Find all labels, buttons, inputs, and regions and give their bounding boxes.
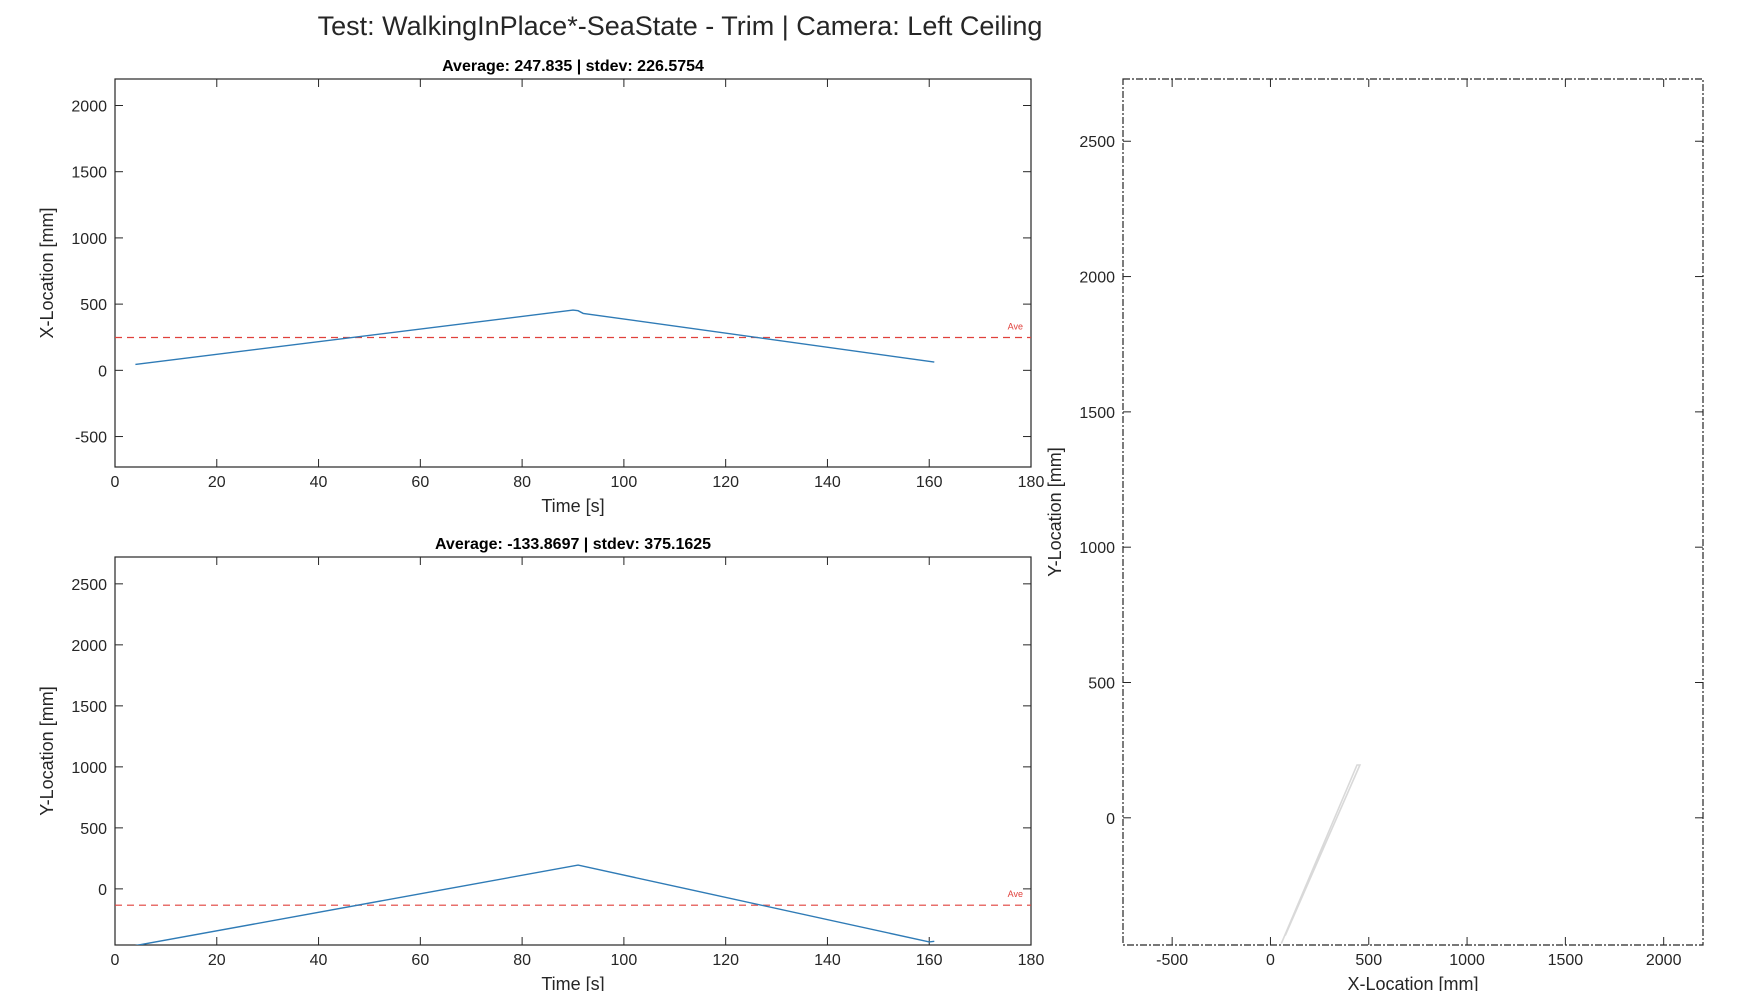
- x-tick-label: 40: [310, 952, 328, 969]
- y-tick-label: 1000: [1079, 540, 1115, 557]
- x-tick-label: 500: [1355, 952, 1382, 969]
- x-tick-label: 140: [814, 952, 841, 969]
- chart-x-time: 0 20 40 60 80 100 120 140 160 180 -500 0 500 1000 1500…: [37, 58, 1044, 516]
- series-line: [135, 864, 935, 945]
- x-tick-label: -500: [1156, 952, 1188, 969]
- y-tick-label: 2500: [71, 577, 107, 594]
- average-label: Ave: [1008, 889, 1023, 899]
- y-axis-label: X-Location [mm]: [37, 207, 57, 338]
- x-tick-label: 20: [208, 474, 226, 491]
- y-tick-label: 1500: [71, 699, 107, 716]
- x-tick-label: 180: [1018, 952, 1045, 969]
- y-tick-label: 1500: [71, 165, 107, 182]
- y-tick-label: 0: [1106, 811, 1115, 828]
- axes-box: [114, 556, 1032, 946]
- y-tick-label: 2500: [1079, 134, 1115, 151]
- y-axis-label: Y-Location [mm]: [1045, 447, 1065, 576]
- plot-area: [1280, 764, 1362, 944]
- x-tick-label: 60: [411, 952, 429, 969]
- y-tick-label: 2000: [71, 98, 107, 115]
- x-tick-label: 1500: [1548, 952, 1584, 969]
- x-tick-label: 40: [310, 474, 328, 491]
- chart-y-time: 0 20 40 60 80 100 120 140 160 180 0 500 1000 1500 2000…: [37, 536, 1044, 991]
- y-tick-label: 0: [98, 882, 107, 899]
- y-tick-label: 500: [80, 821, 107, 838]
- x-axis-label: X-Location [mm]: [1347, 974, 1478, 991]
- figure-title: Test: WalkingInPlace*-SeaState - Trim | …: [318, 11, 1043, 41]
- x-tick-label: 60: [411, 474, 429, 491]
- x-tick-label: 20: [208, 952, 226, 969]
- x-tick-label: 0: [111, 952, 120, 969]
- plot-area: [115, 309, 1031, 366]
- chart-xy-trajectory: -500 0 500 1000 1500 2000 0 500 1000 1500 2000 2500…: [1045, 78, 1704, 991]
- x-tick-label: 0: [1266, 952, 1275, 969]
- x-tick-label: 180: [1018, 474, 1045, 491]
- x-tick-label: 140: [814, 474, 841, 491]
- y-tick-label: 500: [1088, 675, 1115, 692]
- y-tick-label: -500: [75, 430, 107, 447]
- x-axis-label: Time [s]: [541, 974, 604, 991]
- x-tick-label: 80: [513, 952, 531, 969]
- y-tick-label: 2000: [71, 638, 107, 655]
- y-tick-label: 1000: [71, 760, 107, 777]
- y-axis-label: Y-Location [mm]: [37, 686, 57, 815]
- y-tick-label: 2000: [1079, 270, 1115, 287]
- plot-area: [115, 864, 1031, 945]
- x-tick-label: 120: [712, 474, 739, 491]
- charts-container: 0 20 40 60 80 100 120 140 160 180-500050010001500…: [37, 58, 1704, 991]
- chart-title: Average: -133.8697 | stdev: 375.1625: [435, 536, 711, 553]
- x-axis-label: Time [s]: [541, 496, 604, 516]
- series-line: [1280, 764, 1362, 944]
- x-tick-label: 2000: [1646, 952, 1682, 969]
- y-tick-label: 1000: [71, 231, 107, 248]
- chart-title: Average: 247.835 | stdev: 226.5754: [442, 58, 704, 75]
- x-tick-label: 100: [611, 952, 638, 969]
- x-tick-label: 100: [611, 474, 638, 491]
- x-tick-label: 0: [111, 474, 120, 491]
- average-label: Ave: [1008, 322, 1023, 332]
- axes-box: [1122, 78, 1704, 946]
- y-tick-label: 1500: [1079, 405, 1115, 422]
- y-tick-label: 0: [98, 363, 107, 380]
- series-line: [135, 309, 935, 366]
- x-tick-label: 1000: [1449, 952, 1485, 969]
- x-tick-label: 160: [916, 952, 943, 969]
- x-tick-label: 160: [916, 474, 943, 491]
- y-tick-label: 500: [80, 297, 107, 314]
- x-tick-label: 120: [712, 952, 739, 969]
- x-tick-label: 80: [513, 474, 531, 491]
- axes-box: [114, 78, 1032, 468]
